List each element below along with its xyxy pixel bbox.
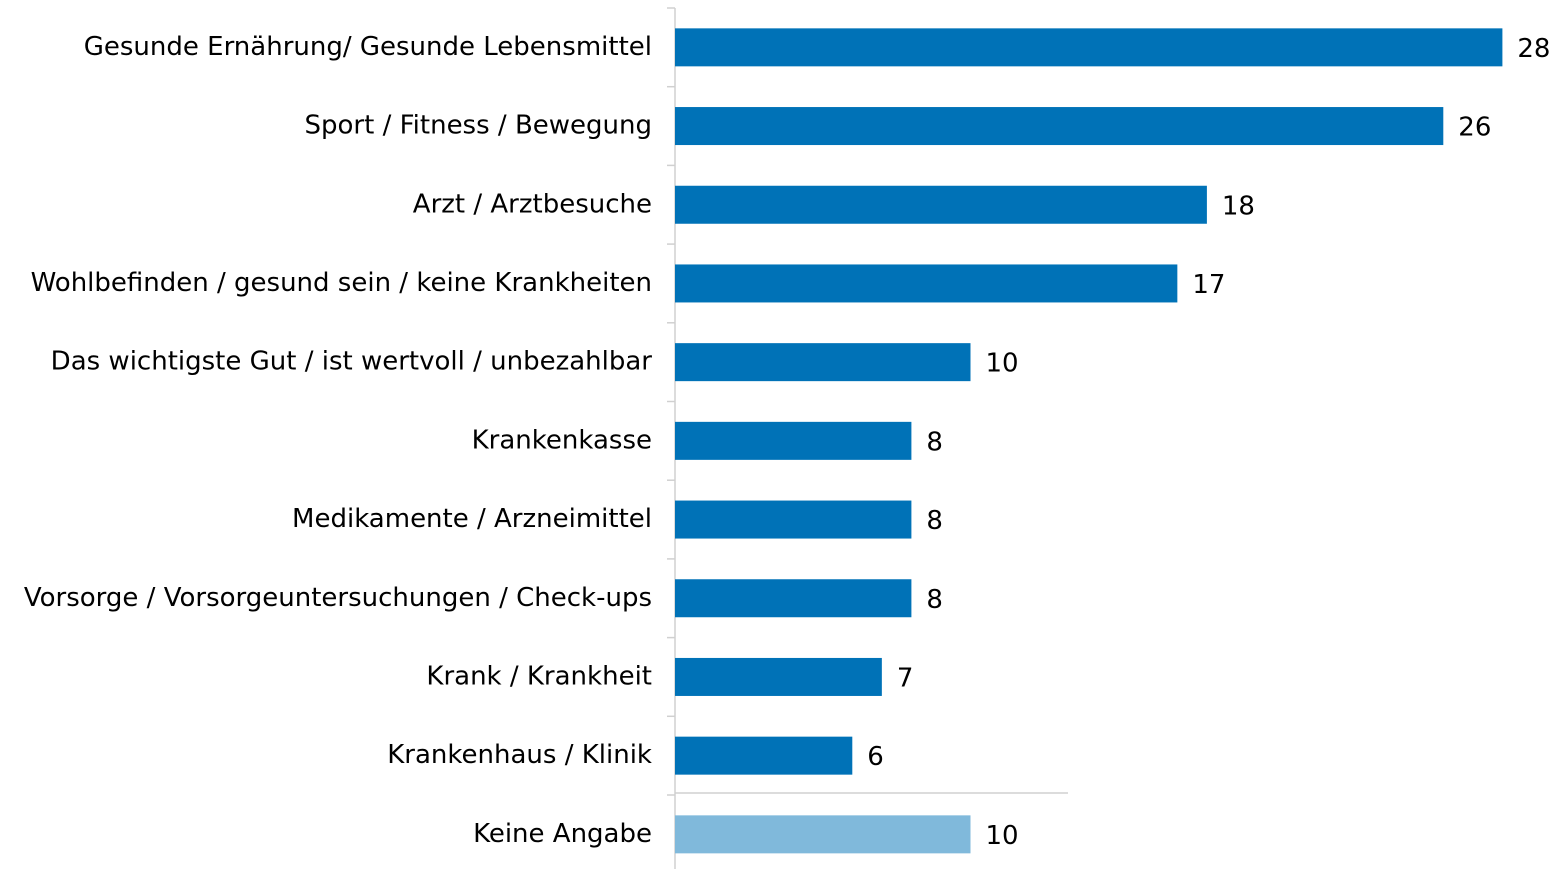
category-label: Arzt / Arztbesuche <box>413 189 652 219</box>
value-label: 26 <box>1458 113 1491 143</box>
value-label: 7 <box>897 663 914 693</box>
bar <box>675 343 971 382</box>
value-label: 10 <box>986 821 1019 851</box>
bar <box>675 579 912 618</box>
category-label: Krankenhaus / Klinik <box>387 740 652 770</box>
category-label: Das wichtigste Gut / ist wertvoll / unbe… <box>51 347 653 377</box>
category-label: Wohlbefinden / gesund sein / keine Krank… <box>31 268 652 298</box>
bar <box>675 107 1444 146</box>
category-label: Vorsorge / Vorsorgeuntersuchungen / Chec… <box>24 583 652 613</box>
value-label: 8 <box>926 427 943 457</box>
bar <box>675 185 1207 224</box>
category-label: Gesunde Ernährung/ Gesunde Lebensmittel <box>84 32 652 62</box>
bar <box>675 421 912 460</box>
bar <box>675 264 1178 303</box>
bar <box>675 657 882 696</box>
value-label: 17 <box>1192 270 1225 300</box>
bar <box>675 28 1503 67</box>
category-label: Krankenkasse <box>472 425 652 455</box>
value-label: 10 <box>986 349 1019 379</box>
value-label: 28 <box>1517 34 1550 64</box>
category-label: Medikamente / Arzneimittel <box>292 504 652 534</box>
category-label: Sport / Fitness / Bewegung <box>305 111 652 141</box>
value-label: 8 <box>926 585 943 615</box>
bar <box>675 500 912 539</box>
value-label: 18 <box>1222 191 1255 221</box>
value-label: 8 <box>926 506 943 536</box>
value-label: 6 <box>867 742 884 772</box>
bar <box>675 736 853 775</box>
bar <box>675 815 971 854</box>
category-label: Krank / Krankheit <box>426 661 652 691</box>
category-label: Keine Angabe <box>473 819 652 849</box>
